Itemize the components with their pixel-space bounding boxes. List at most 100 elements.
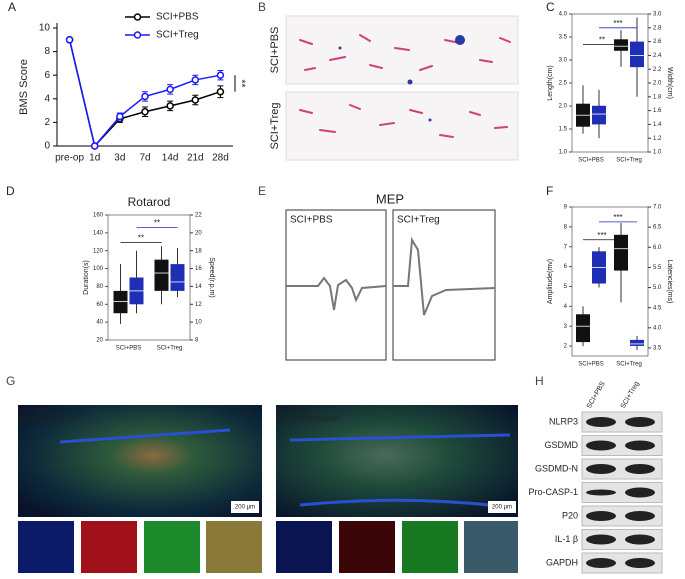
x-tick-label: SCI+PBS <box>116 346 142 352</box>
blot <box>581 529 663 550</box>
panel-label: C <box>546 0 555 14</box>
y-tick-label: 4 <box>564 304 568 310</box>
y-tick-label: 20 <box>96 338 103 344</box>
y-tick-label: 1.0 <box>559 150 568 156</box>
significance-label: ** <box>138 234 144 243</box>
marker <box>191 76 200 84</box>
significance-label: ** <box>235 80 246 88</box>
x-tick-label: pre-op <box>55 153 84 164</box>
y-tick-label: 60 <box>96 302 103 308</box>
x-tick-label: 21d <box>187 153 204 164</box>
panel-label: G <box>6 374 15 388</box>
chart-title: Rotarod <box>128 195 171 209</box>
marker <box>90 142 99 150</box>
y2-tick-label: 2.8 <box>653 25 662 31</box>
y-tick-label: 0 <box>44 141 50 152</box>
tissue-image <box>18 405 262 517</box>
marker <box>166 85 174 94</box>
panel-label: F <box>546 184 553 198</box>
y2-tick-label: 1.8 <box>653 94 662 100</box>
plot-frame <box>571 206 649 357</box>
y2-tick-label: 5.0 <box>653 285 662 291</box>
y2-tick-label: 1.6 <box>653 108 662 114</box>
y-tick-label: 3 <box>564 324 568 330</box>
scale-box <box>488 501 516 513</box>
marker <box>166 102 174 110</box>
y-tick-label: 100 <box>93 266 104 272</box>
y2-tick-label: 6.5 <box>653 225 662 231</box>
x-tick-label: 14d <box>162 153 179 164</box>
y-tick-label: 160 <box>93 213 104 219</box>
panel-title: MEP <box>376 191 404 206</box>
y-tick-label: 5 <box>564 284 568 290</box>
y2-tick-label: 6.0 <box>653 245 662 251</box>
group-label: SCI+PBS <box>20 408 50 415</box>
y2-tick-label: 12 <box>195 302 202 308</box>
y2-axis-label: Speed(r.p.m) <box>208 257 215 297</box>
y-tick-label: 9 <box>564 205 568 211</box>
box <box>113 290 128 314</box>
marker <box>141 108 149 116</box>
y2-tick-label: 2.2 <box>653 67 662 73</box>
mep-trace <box>286 276 387 311</box>
blot <box>581 411 663 433</box>
x-tick-label: SCI+Treg <box>616 158 642 164</box>
significance-label: ** <box>599 35 605 44</box>
y-tick-label: 3.5 <box>559 35 568 41</box>
y2-tick-label: 5.5 <box>653 265 662 271</box>
box <box>630 41 644 68</box>
y-tick-label: 8 <box>564 224 568 230</box>
y-tick-label: 6 <box>44 70 50 81</box>
stain-label: IBA1/GSDMD/DAPI <box>20 416 82 423</box>
y2-tick-label: 14 <box>195 284 202 290</box>
tissue-image <box>276 405 518 517</box>
y-tick-label: 4.0 <box>559 12 568 18</box>
group-label: SCI+Treg <box>397 215 440 226</box>
blot <box>581 458 663 480</box>
blot-band <box>586 558 616 568</box>
legend-marker <box>133 13 142 21</box>
y2-axis-label: Latencies(ms) <box>666 260 673 304</box>
y2-tick-label: 18 <box>195 248 202 254</box>
panel-b: B SCI+PBS SCI+Treg <box>258 0 519 161</box>
y-tick-label: 6 <box>564 264 568 270</box>
y2-tick-label: 10 <box>195 320 202 326</box>
blot-band <box>625 534 655 545</box>
footprint-marks <box>338 35 465 122</box>
group-label: SCI+PBS <box>290 215 333 226</box>
footprint-marks <box>299 34 511 138</box>
blot-band <box>625 558 655 568</box>
blot <box>581 435 663 456</box>
scale-label: 200 μm <box>492 505 512 511</box>
panel-e: E MEP SCI+PBS SCI+Treg <box>258 184 496 361</box>
blot-band <box>586 417 616 427</box>
y2-tick-label: 22 <box>195 213 202 219</box>
x-tick-label: SCI+PBS <box>578 362 604 368</box>
box <box>154 259 169 291</box>
significance-label: *** <box>613 19 622 28</box>
blot <box>581 552 663 574</box>
band-label: NLRP3 <box>549 416 578 426</box>
y-tick-label: 3.0 <box>559 58 568 64</box>
y-tick-label: 2.0 <box>559 104 568 110</box>
y-tick-label: 4 <box>44 93 50 104</box>
blot <box>581 482 663 503</box>
y-axis-label: Duration(s) <box>83 260 90 295</box>
y-tick-label: 1.5 <box>559 127 568 133</box>
band-label: GAPDH <box>546 557 578 567</box>
panel-label: B <box>258 0 266 14</box>
blot-band <box>625 464 655 474</box>
box <box>630 339 644 346</box>
group-label: SCI+Treg <box>278 408 308 415</box>
blot-band <box>586 489 616 496</box>
y2-axis-label: Width(cm) <box>666 67 673 99</box>
marker <box>65 36 74 44</box>
y2-tick-label: 1.4 <box>653 122 662 128</box>
y2-tick-label: 3.5 <box>653 346 662 352</box>
panel-label: E <box>258 184 266 198</box>
x-tick-label: SCI+Treg <box>616 362 642 368</box>
y2-tick-label: 7.0 <box>653 205 662 211</box>
band-label: IL-1 β <box>555 534 578 544</box>
y-axis-label: BMS Score <box>18 59 30 115</box>
panel-label: H <box>535 374 544 388</box>
